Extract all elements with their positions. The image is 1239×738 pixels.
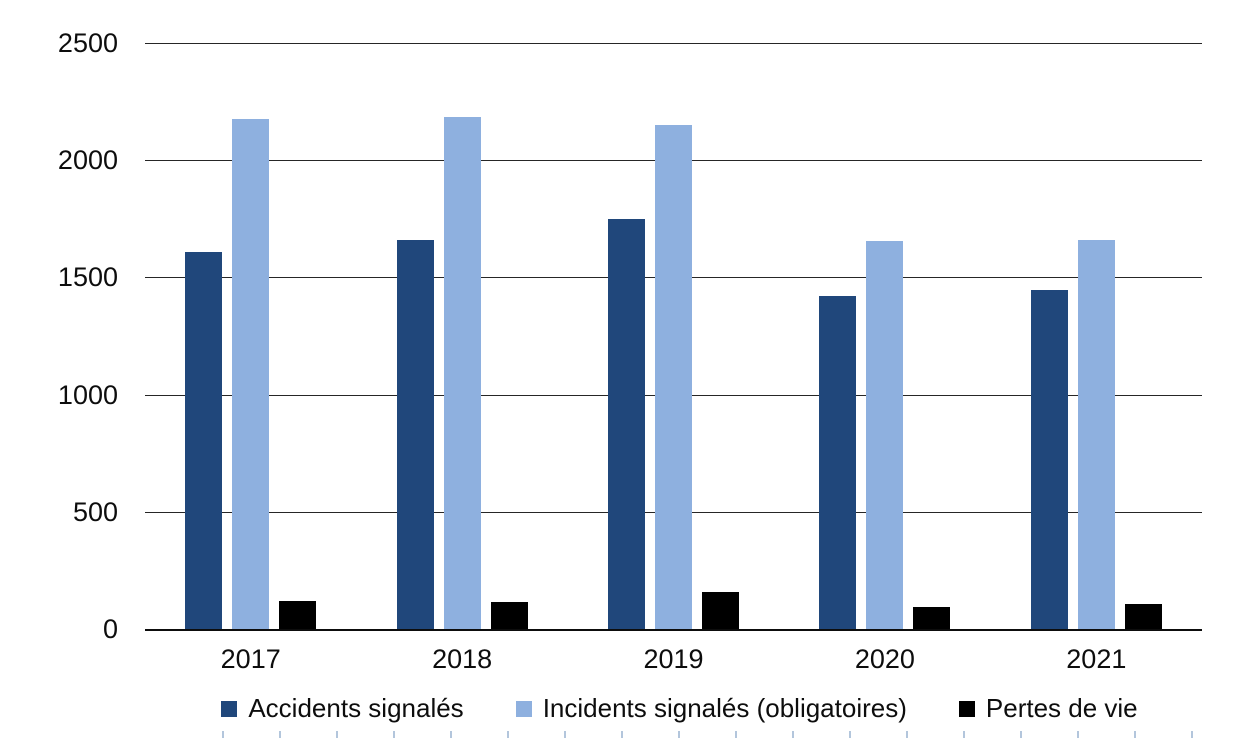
y-axis-tick-label: 1500 [57,262,118,293]
y-axis-tick-label: 2000 [57,145,118,176]
plot-area [145,43,1202,631]
x-axis-category-label: 2018 [432,644,493,674]
x-axis-category-label: 2021 [1066,644,1127,674]
legend-marker-incidents-signales [515,700,532,717]
bar-accidents-signales-2019 [608,218,646,629]
bar-incidents-signales-2018 [443,116,481,629]
bar-pertes-de-vie-2021 [1124,604,1162,629]
table-top-edge-ticks [222,731,1239,738]
bar-accidents-signales-2021 [1030,290,1068,629]
legend-label: Pertes de vie [985,693,1138,723]
y-axis-tick-label: 1000 [57,379,118,410]
y-axis-tick-label: 500 [72,496,118,527]
x-axis-category-label: 2020 [854,644,915,674]
legend-item-pertes-de-vie: Pertes de vie [958,693,1138,724]
bar-incidents-signales-2017 [232,119,270,629]
bar-pertes-de-vie-2019 [702,591,740,629]
bar-groups [145,43,1202,629]
x-axis-category-label: 2017 [220,644,281,674]
legend-marker-pertes-de-vie [958,700,975,717]
legend-item-accidents-signales: Accidents signalés [221,693,464,724]
bar-group-2017 [145,43,356,629]
legend-label: Accidents signalés [248,693,464,723]
bar-accidents-signales-2020 [819,296,857,629]
legend-label: Incidents signalés (obligatoires) [542,693,907,723]
bar-pertes-de-vie-2017 [279,600,317,629]
gridline-2500 [145,43,1202,44]
legend: Accidents signalés Incidents signalés (ob… [120,693,1239,724]
bar-pertes-de-vie-2018 [490,602,528,629]
bar-incidents-signales-2021 [1077,239,1115,629]
x-axis: 2017 2018 2019 2020 2021 [145,644,1202,675]
bar-accidents-signales-2017 [185,251,223,629]
bar-group-2021 [991,43,1202,629]
y-axis-tick-label: 0 [102,614,118,644]
y-axis-tick-label: 2500 [57,28,118,58]
bar-pertes-de-vie-2020 [913,606,951,629]
bar-group-2020 [779,43,990,629]
bar-group-2019 [568,43,779,629]
legend-marker-accidents-signales [221,700,238,717]
bar-accidents-signales-2018 [396,239,434,629]
bar-group-2018 [356,43,567,629]
bar-incidents-signales-2019 [655,125,693,629]
legend-item-incidents-signales: Incidents signalés (obligatoires) [515,693,907,724]
x-axis-category-label: 2019 [643,644,704,674]
bar-incidents-signales-2020 [866,241,904,629]
